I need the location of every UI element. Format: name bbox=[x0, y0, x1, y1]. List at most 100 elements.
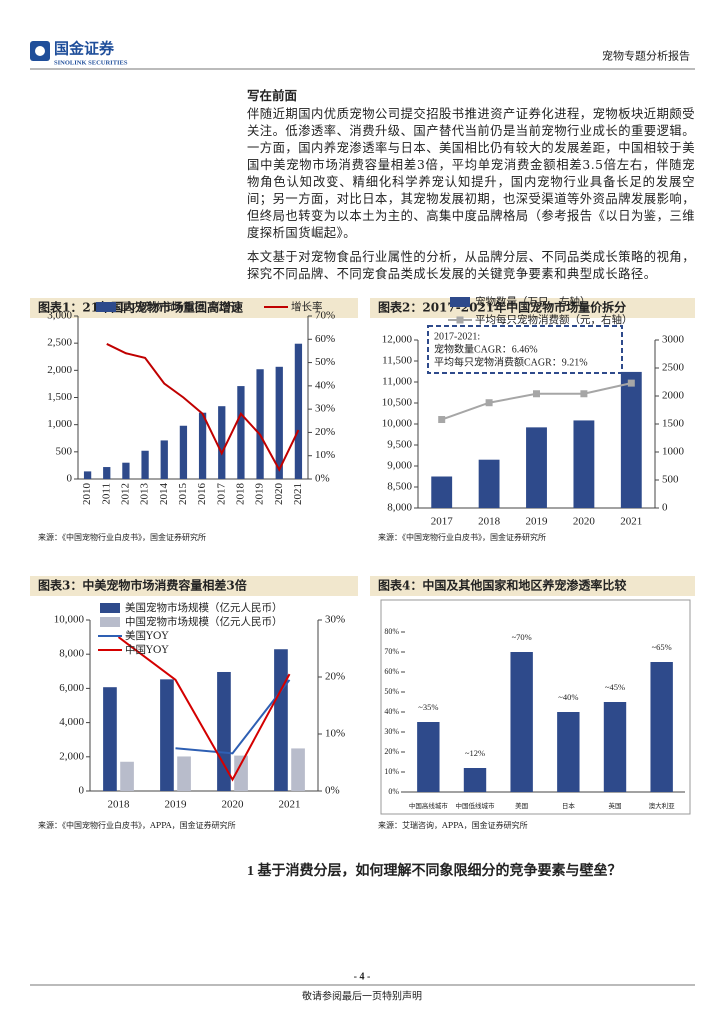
value-label: ~12% bbox=[465, 748, 485, 758]
y2-tick-label: 10% bbox=[325, 728, 345, 740]
y2-tick-label: 0 bbox=[662, 502, 668, 514]
line bbox=[117, 636, 291, 782]
bar bbox=[103, 687, 117, 791]
bar bbox=[417, 722, 440, 792]
y-tick-label: 9,500 bbox=[387, 439, 412, 451]
bar bbox=[160, 440, 168, 479]
x-tick-label: 美国 bbox=[515, 801, 528, 810]
y-tick-label: 1,500 bbox=[47, 391, 72, 403]
bar bbox=[573, 420, 595, 508]
bar bbox=[526, 427, 547, 508]
bar bbox=[198, 412, 207, 479]
x-tick-label: 2018 bbox=[478, 516, 501, 528]
value-label: ~65% bbox=[652, 642, 672, 652]
bar bbox=[478, 459, 500, 508]
legend-marker bbox=[456, 316, 464, 324]
y2-tick-label: 20% bbox=[325, 671, 345, 683]
y-tick-label: 50% bbox=[384, 687, 399, 696]
bar bbox=[120, 761, 134, 791]
y-tick-label: 6,000 bbox=[59, 682, 84, 694]
bar bbox=[218, 406, 226, 479]
footer-disclaimer: 敬请参阅最后一页特别声明 bbox=[302, 989, 422, 1002]
chart-title: 图表3：中美宠物市场消费容量相差3倍 bbox=[38, 578, 247, 593]
line bbox=[175, 679, 291, 755]
line-marker bbox=[580, 390, 588, 398]
x-tick-label: 2017 bbox=[431, 516, 454, 528]
bar bbox=[237, 386, 245, 479]
value-label: ~35% bbox=[418, 702, 438, 712]
bar bbox=[463, 768, 487, 792]
x-tick-label: 2010 bbox=[81, 483, 93, 506]
x-tick-label: 2020 bbox=[273, 483, 285, 506]
y2-tick-label: 20% bbox=[315, 426, 335, 438]
legend-swatch bbox=[96, 302, 116, 312]
bar bbox=[510, 652, 533, 792]
intro-heading: 写在前面 bbox=[247, 88, 298, 103]
y-tick-label: 60% bbox=[384, 667, 399, 676]
y2-tick-label: 1500 bbox=[662, 418, 685, 430]
value-label: ~45% bbox=[605, 682, 625, 692]
legend-label: 国内宠物市场规模（亿元） bbox=[121, 300, 247, 313]
y2-tick-label: 2500 bbox=[662, 362, 685, 374]
legend-label: 美国宠物市场规模（亿元人民币） bbox=[125, 601, 283, 614]
paragraph: 伴随近期国内优质宠物公司提交招股书推进资产证券化进程，宠物板块近期颇受关注。低渗… bbox=[247, 107, 695, 240]
bar bbox=[431, 476, 453, 508]
y-tick-label: 9,000 bbox=[387, 460, 412, 472]
annotation: 平均每只宠物消费额CAGR：9.21% bbox=[434, 355, 588, 368]
bar bbox=[275, 366, 283, 479]
x-tick-label: 中国高线城市 bbox=[409, 801, 449, 810]
chart-source: 来源：《中国宠物行业白皮书》，国金证券研究所 bbox=[378, 532, 546, 542]
x-tick-label: 英国 bbox=[609, 801, 622, 810]
x-tick-label: 2019 bbox=[165, 799, 188, 811]
intro: 伴随近期国内优质宠物公司提交招股书推进资产证券化进程，宠物板块近期颇受关注。低渗… bbox=[247, 106, 695, 290]
x-tick-label: 2014 bbox=[158, 483, 170, 506]
logo-en: SINOLINK SECURITIES bbox=[54, 59, 128, 66]
y2-tick-label: 30% bbox=[325, 614, 345, 626]
legend-label: 宠物数量（万只，左轴） bbox=[475, 295, 591, 308]
page-number: - 4 - bbox=[354, 971, 371, 982]
x-tick-label: 日本 bbox=[562, 801, 576, 810]
annotation: 2017-2021: bbox=[434, 331, 480, 342]
y-tick-label: 8,000 bbox=[59, 648, 84, 660]
bar bbox=[620, 371, 642, 508]
bar bbox=[122, 462, 130, 479]
bar bbox=[179, 425, 188, 479]
y-tick-label: 3,000 bbox=[47, 310, 72, 322]
x-tick-label: 2012 bbox=[119, 483, 131, 505]
y-tick-label: 4,000 bbox=[59, 716, 84, 728]
x-tick-label: 2017 bbox=[215, 483, 227, 506]
plot-frame bbox=[380, 599, 691, 815]
y-tick-label: 40% bbox=[384, 707, 399, 716]
chart-title: 图表1：21年国内宠物市场重回高增速 bbox=[38, 300, 243, 315]
legend-swatch bbox=[100, 603, 120, 613]
line-marker bbox=[438, 416, 446, 424]
bar bbox=[217, 671, 231, 791]
logo-cn: 国金证券 bbox=[54, 39, 115, 57]
y-tick-label: 12,000 bbox=[382, 334, 413, 346]
y-tick-label: 80% bbox=[384, 627, 399, 636]
x-tick-label: 2020 bbox=[222, 799, 245, 811]
line bbox=[106, 343, 300, 472]
y-tick-label: 10,500 bbox=[382, 397, 413, 409]
logo-icon-mark bbox=[35, 46, 45, 56]
y2-tick-label: 10% bbox=[315, 449, 335, 461]
bar bbox=[103, 467, 111, 479]
y-tick-label: 10% bbox=[384, 767, 399, 776]
value-label: ~40% bbox=[558, 692, 578, 702]
bar bbox=[177, 756, 191, 791]
legend-swatch bbox=[100, 617, 120, 627]
x-tick-label: 2019 bbox=[526, 516, 549, 528]
annotation: 宠物数量CAGR：6.46% bbox=[434, 342, 538, 355]
bar bbox=[557, 712, 580, 792]
bar bbox=[291, 748, 305, 791]
legend-swatch bbox=[450, 297, 470, 307]
paragraph: 本文基于对宠物食品行业属性的分析，从品牌分层、不同品类成长策略的视角，探究不同品… bbox=[247, 250, 695, 281]
y2-tick-label: 30% bbox=[315, 403, 335, 415]
report-title: 宠物专题分析报告 bbox=[602, 49, 690, 63]
bar bbox=[274, 649, 288, 791]
y2-tick-label: 2000 bbox=[662, 390, 685, 402]
y-tick-label: 2,000 bbox=[59, 750, 84, 762]
y2-tick-label: 50% bbox=[315, 356, 335, 368]
bar bbox=[234, 755, 248, 791]
y-tick-label: 30% bbox=[384, 727, 399, 736]
